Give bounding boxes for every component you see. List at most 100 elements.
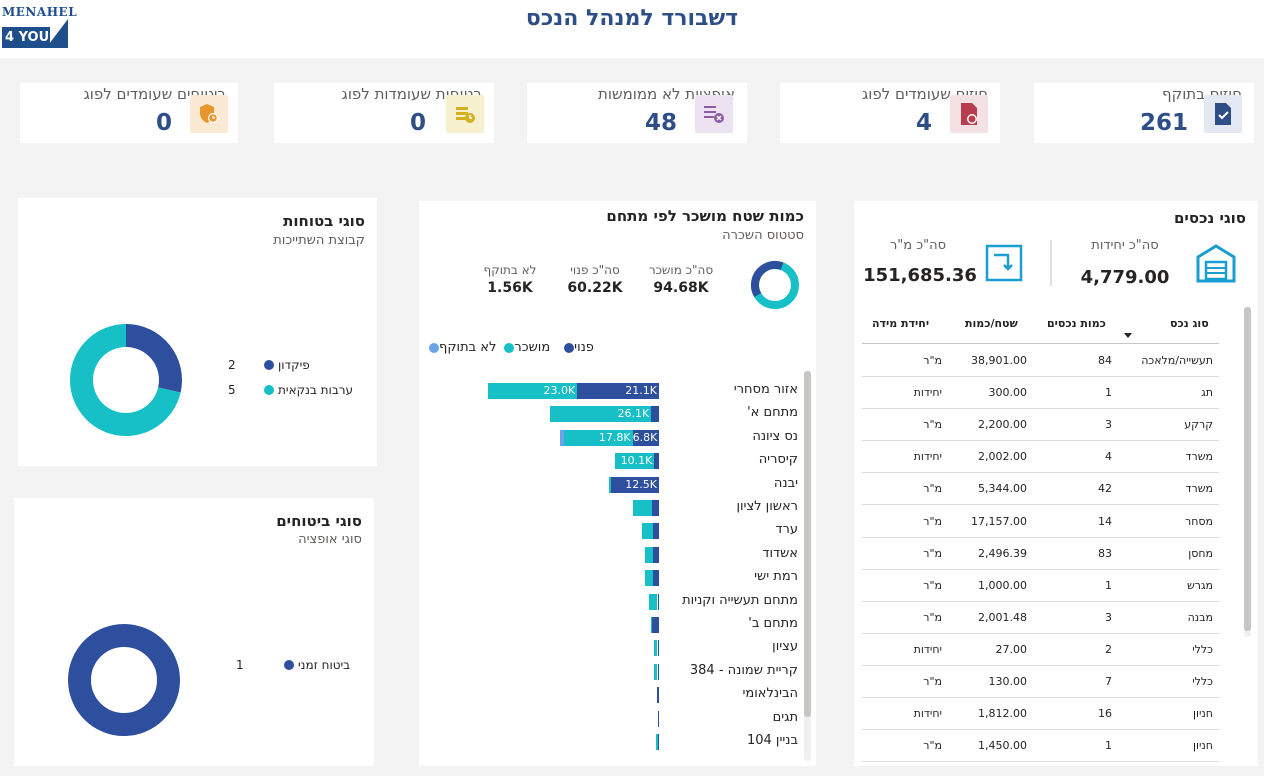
bar-category-label: קריית שמונה - 384 <box>689 663 798 678</box>
summary-value: 94.68K <box>653 280 709 296</box>
cell-type: מחסן <box>1188 547 1213 560</box>
table-row[interactable]: מבנה 3 2,001.48 מ"ר <box>862 602 1219 634</box>
bar-segment[interactable] <box>654 640 658 656</box>
bar-segment[interactable] <box>648 594 658 610</box>
column-header-unit[interactable]: יחידת מידה <box>872 317 930 330</box>
table-row[interactable]: קרקע 3 2,200.00 מ"ר <box>862 409 1219 441</box>
chart-scrollbar[interactable] <box>804 371 811 761</box>
chart-scrollbar-thumb[interactable] <box>804 371 811 717</box>
bar-segment[interactable] <box>652 617 659 633</box>
legend-item-temporary-insurance[interactable]: 1 ביטוח זמני <box>236 658 350 672</box>
cell-count: 1 <box>1105 579 1112 592</box>
cell-unit: מ"ר <box>923 482 942 495</box>
bar-segment[interactable] <box>644 547 654 563</box>
legend-item-deposit[interactable]: 2 פיקדון <box>228 358 310 372</box>
bar-data-label: 26.1K <box>617 407 650 420</box>
kpi-value: 261 <box>1140 110 1189 136</box>
bar-segment[interactable] <box>652 500 659 516</box>
bar-segment[interactable] <box>550 406 652 422</box>
cell-count: 83 <box>1098 547 1112 560</box>
bar-segment[interactable] <box>577 383 659 399</box>
page-title: דשבורד למנהל הנכס <box>525 6 739 31</box>
bar-segment[interactable] <box>633 500 653 516</box>
column-header-type[interactable]: סוג נכס <box>1170 317 1209 330</box>
bar-segment[interactable] <box>656 734 658 750</box>
bar-segment[interactable] <box>608 477 611 493</box>
bar-segment[interactable] <box>654 453 659 469</box>
kpi-card-expiring-contracts[interactable]: חוזים שעומדים לפוג 4 <box>780 83 1000 143</box>
table-row[interactable]: כללי 2 27.00 יחידות <box>862 634 1219 666</box>
table-row[interactable]: מסחר 14 17,157.00 מ"ר <box>862 506 1219 538</box>
bar-data-label: 17.8K <box>598 431 631 444</box>
bar-segment[interactable] <box>650 617 653 633</box>
legend-dot <box>264 360 274 370</box>
bar-segment[interactable] <box>563 430 633 446</box>
kpi-card-expiring-insurance[interactable]: ביטוחים שעומדים לפוג 0 <box>20 83 238 143</box>
bar-segment[interactable] <box>653 523 659 539</box>
legend-label: פנוי <box>574 340 594 355</box>
bar-segment[interactable] <box>657 640 659 656</box>
table-scrollbar-thumb[interactable] <box>1244 307 1251 631</box>
panel-title: כמות שטח מושכר לפי מתחם <box>606 207 804 225</box>
bar-segment[interactable] <box>488 383 578 399</box>
cell-unit: מ"ר <box>923 611 942 624</box>
bar-segment[interactable] <box>657 664 659 680</box>
donut-slice[interactable] <box>68 624 180 736</box>
kpi-card-expiring-guarantees[interactable]: בטוחות שעומדות לפוג 0 <box>274 83 494 143</box>
bar-segment[interactable] <box>657 594 659 610</box>
table-row[interactable]: משרד 42 5,344.00 מ"ר <box>862 473 1219 505</box>
legend-item-bank-guarantee[interactable]: 5 ערבות בנקאית <box>228 383 353 397</box>
donut-slice[interactable] <box>70 324 181 436</box>
bar-segment[interactable] <box>559 430 564 446</box>
table-row[interactable]: כללי 7 130.00 מ"ר <box>862 666 1219 698</box>
table-row[interactable]: תעשייה/מלאכה 84 38,901.00 מ"ר <box>862 345 1219 377</box>
table-row[interactable]: מגרש 1 1,000.00 מ"ר <box>862 570 1219 602</box>
bar-segment[interactable] <box>610 477 659 493</box>
legend-item-leased[interactable]: מושכר <box>500 340 550 355</box>
kpi-card-unrealized-options[interactable]: אופציות לא ממומשות 48 <box>527 83 747 143</box>
panel-subtitle: סטטוס השכרה <box>722 228 804 243</box>
bar-segment[interactable] <box>651 406 659 422</box>
panel-title: סוגי בטוחות <box>283 212 365 230</box>
bar-category-label: ראשון לציון <box>736 499 798 514</box>
sort-desc-icon[interactable] <box>1124 333 1132 338</box>
bar-segment[interactable] <box>632 430 659 446</box>
bar-segment[interactable] <box>653 547 659 563</box>
column-header-count[interactable]: כמות נכסים <box>1047 317 1106 330</box>
kpi-card-active-contracts[interactable]: חוזים בתוקף 261 <box>1034 83 1254 143</box>
kpi-divider <box>1050 240 1052 286</box>
bar-category-label: תגים <box>772 710 798 725</box>
donut-slice[interactable] <box>126 324 182 393</box>
bar-segment[interactable] <box>644 570 654 586</box>
cell-count: 4 <box>1105 450 1112 463</box>
bar-category-label: אזור מסחרי <box>733 382 798 397</box>
cell-area: 27.00 <box>995 643 1028 656</box>
cell-type: חניון <box>1192 707 1213 720</box>
table-row[interactable]: משרד 4 2,002.00 יחידות <box>862 441 1219 473</box>
table-scrollbar[interactable] <box>1244 307 1251 637</box>
coins-clock-icon <box>446 95 484 133</box>
bar-segment[interactable] <box>641 523 654 539</box>
bar-segment[interactable] <box>615 453 655 469</box>
table-row[interactable]: חניון 1 1,450.00 מ"ר <box>862 730 1219 762</box>
column-header-area[interactable]: שטח/כמות <box>965 317 1018 330</box>
table-row[interactable]: חניון 16 1,812.00 יחידות <box>862 698 1219 730</box>
bar-segment[interactable] <box>657 687 659 703</box>
bar-segment[interactable] <box>653 570 659 586</box>
cell-type: מגרש <box>1186 579 1213 592</box>
insurance-donut-chart[interactable] <box>66 622 182 738</box>
cell-unit: מ"ר <box>923 515 942 528</box>
cell-area: 1,812.00 <box>978 707 1027 720</box>
cell-type: משרד <box>1185 482 1213 495</box>
bar-category-label: מתחם ב' <box>748 616 798 631</box>
table-row[interactable]: תג 1 300.00 יחידות <box>862 377 1219 409</box>
bar-segment[interactable] <box>654 664 658 680</box>
legend-item-invalid[interactable]: לא בתוקף <box>425 340 496 355</box>
table-row[interactable]: מחסן 83 2,496.39 מ"ר <box>862 538 1219 570</box>
legend-item-vacant[interactable]: פנוי <box>560 340 594 355</box>
legend-value: 5 <box>228 383 236 397</box>
guarantees-donut-chart[interactable] <box>68 322 184 438</box>
cell-area: 2,001.48 <box>978 611 1027 624</box>
bar-segment[interactable] <box>657 734 659 750</box>
bar-segment[interactable] <box>657 711 659 727</box>
